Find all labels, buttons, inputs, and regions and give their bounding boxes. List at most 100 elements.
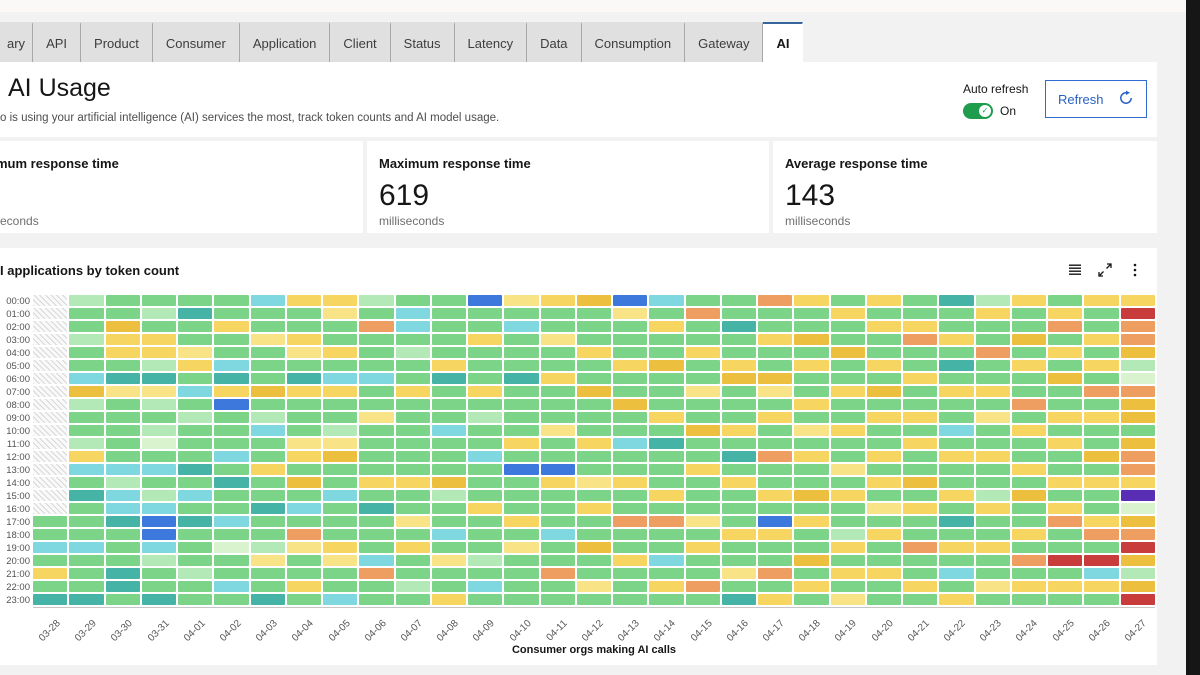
heatmap-cell xyxy=(975,425,1010,436)
heatmap-cell xyxy=(1048,399,1083,410)
heatmap-cell xyxy=(33,568,68,579)
heatmap-cell xyxy=(286,594,322,605)
tab-consumption[interactable]: Consumption xyxy=(581,22,686,62)
heatmap-cell xyxy=(468,425,503,436)
heatmap-cell xyxy=(431,529,467,540)
heatmap-cell xyxy=(975,516,1010,527)
heatmap-cell xyxy=(649,347,684,358)
heatmap-cell xyxy=(1084,373,1119,384)
heatmap-cell xyxy=(613,555,648,566)
heatmap-cell xyxy=(576,451,612,462)
heatmap-cell xyxy=(141,529,177,540)
tab-application[interactable]: Application xyxy=(239,22,331,62)
heatmap-cell xyxy=(468,386,503,397)
heatmap-cell xyxy=(866,529,902,540)
heatmap-cell xyxy=(685,477,720,488)
heatmap-cell xyxy=(468,308,503,319)
heatmap-cell xyxy=(1084,516,1119,527)
heatmap-cell xyxy=(214,581,249,592)
heatmap-cell xyxy=(830,555,865,566)
tab-product[interactable]: Product xyxy=(81,22,153,62)
heatmap-cell xyxy=(576,529,612,540)
heatmap-cell xyxy=(468,412,503,423)
heatmap-cell xyxy=(649,360,684,371)
top-strip xyxy=(0,0,1186,12)
refresh-button[interactable]: Refresh xyxy=(1045,80,1147,118)
heatmap-cell xyxy=(431,347,467,358)
heatmap-cell xyxy=(395,373,430,384)
heatmap-cell xyxy=(468,451,503,462)
heatmap-grid[interactable] xyxy=(33,295,1155,605)
heatmap-cell xyxy=(649,464,684,475)
heatmap-cell xyxy=(1048,542,1083,553)
heatmap-cell xyxy=(359,594,394,605)
heatmap-cell xyxy=(214,347,249,358)
heatmap-cell xyxy=(939,490,974,501)
heatmap-cell xyxy=(794,399,829,410)
heatmap-cell xyxy=(1084,581,1119,592)
tab-latency[interactable]: Latency xyxy=(454,22,528,62)
heatmap-time-label: 07:00 xyxy=(6,387,30,398)
heatmap-cell xyxy=(468,438,503,449)
heatmap-cell xyxy=(431,412,467,423)
heatmap-time-label: 10:00 xyxy=(6,426,30,437)
auto-refresh-state: On xyxy=(1000,104,1017,118)
heatmap-cell xyxy=(214,529,249,540)
heatmap-cell xyxy=(649,568,684,579)
heatmap-cell xyxy=(576,464,612,475)
metric-value xyxy=(0,180,363,212)
heatmap-cell xyxy=(721,412,757,423)
heatmap-cell xyxy=(1084,490,1119,501)
heatmap-cell xyxy=(286,490,322,501)
tab-status[interactable]: Status xyxy=(390,22,455,62)
heatmap-cell xyxy=(758,594,793,605)
heatmap-cell xyxy=(1048,412,1083,423)
heatmap-cell xyxy=(1048,360,1083,371)
heatmap-cell xyxy=(576,568,612,579)
heatmap-cell xyxy=(794,308,829,319)
heatmap-cell xyxy=(141,451,177,462)
auto-refresh-toggle[interactable]: ✓ xyxy=(963,103,993,119)
overflow-menu-icon[interactable] xyxy=(1123,258,1147,282)
heatmap-cell xyxy=(1011,529,1047,540)
heatmap-cell xyxy=(214,451,249,462)
heatmap-cell xyxy=(975,438,1010,449)
tab-client[interactable]: Client xyxy=(330,22,391,62)
heatmap-cell xyxy=(395,542,430,553)
metric-card: Maximum response time 619 milliseconds xyxy=(367,141,769,233)
heatmap-cell xyxy=(395,581,430,592)
heatmap-cell xyxy=(1120,542,1155,553)
heatmap-cell xyxy=(794,334,829,345)
heatmap-cell xyxy=(69,594,104,605)
heatmap-cell xyxy=(576,594,612,605)
heatmap-cell xyxy=(468,399,503,410)
tab-ai[interactable]: AI xyxy=(763,22,804,62)
data-table-icon[interactable] xyxy=(1063,258,1087,282)
heatmap-cell xyxy=(794,477,829,488)
tab-consumer[interactable]: Consumer xyxy=(152,22,240,62)
heatmap-cell xyxy=(178,295,213,306)
heatmap-cell xyxy=(105,542,140,553)
heatmap-cell xyxy=(576,334,612,345)
heatmap-time-label: 03:00 xyxy=(6,335,30,346)
heatmap-cell xyxy=(830,581,865,592)
tab-data[interactable]: Data xyxy=(527,22,582,62)
heatmap-cell xyxy=(214,386,249,397)
heatmap-time-label: 22:00 xyxy=(6,582,30,593)
heatmap-cell xyxy=(939,438,974,449)
heatmap-cell xyxy=(1011,308,1047,319)
heatmap-cell xyxy=(33,503,68,514)
heatmap-cell xyxy=(613,490,648,501)
heatmap-cell xyxy=(1120,386,1155,397)
tab-api[interactable]: API xyxy=(33,22,82,62)
heatmap-cell xyxy=(323,542,358,553)
tab-ary[interactable]: ary xyxy=(0,22,34,62)
heatmap-cell xyxy=(975,399,1010,410)
heatmap-cell xyxy=(794,386,829,397)
heatmap-cell xyxy=(1084,503,1119,514)
heatmap-cell xyxy=(1084,425,1119,436)
heatmap-cell xyxy=(975,542,1010,553)
tab-gateway[interactable]: Gateway xyxy=(685,22,764,62)
heatmap-time-label: 15:00 xyxy=(6,491,30,502)
maximize-icon[interactable] xyxy=(1093,258,1117,282)
